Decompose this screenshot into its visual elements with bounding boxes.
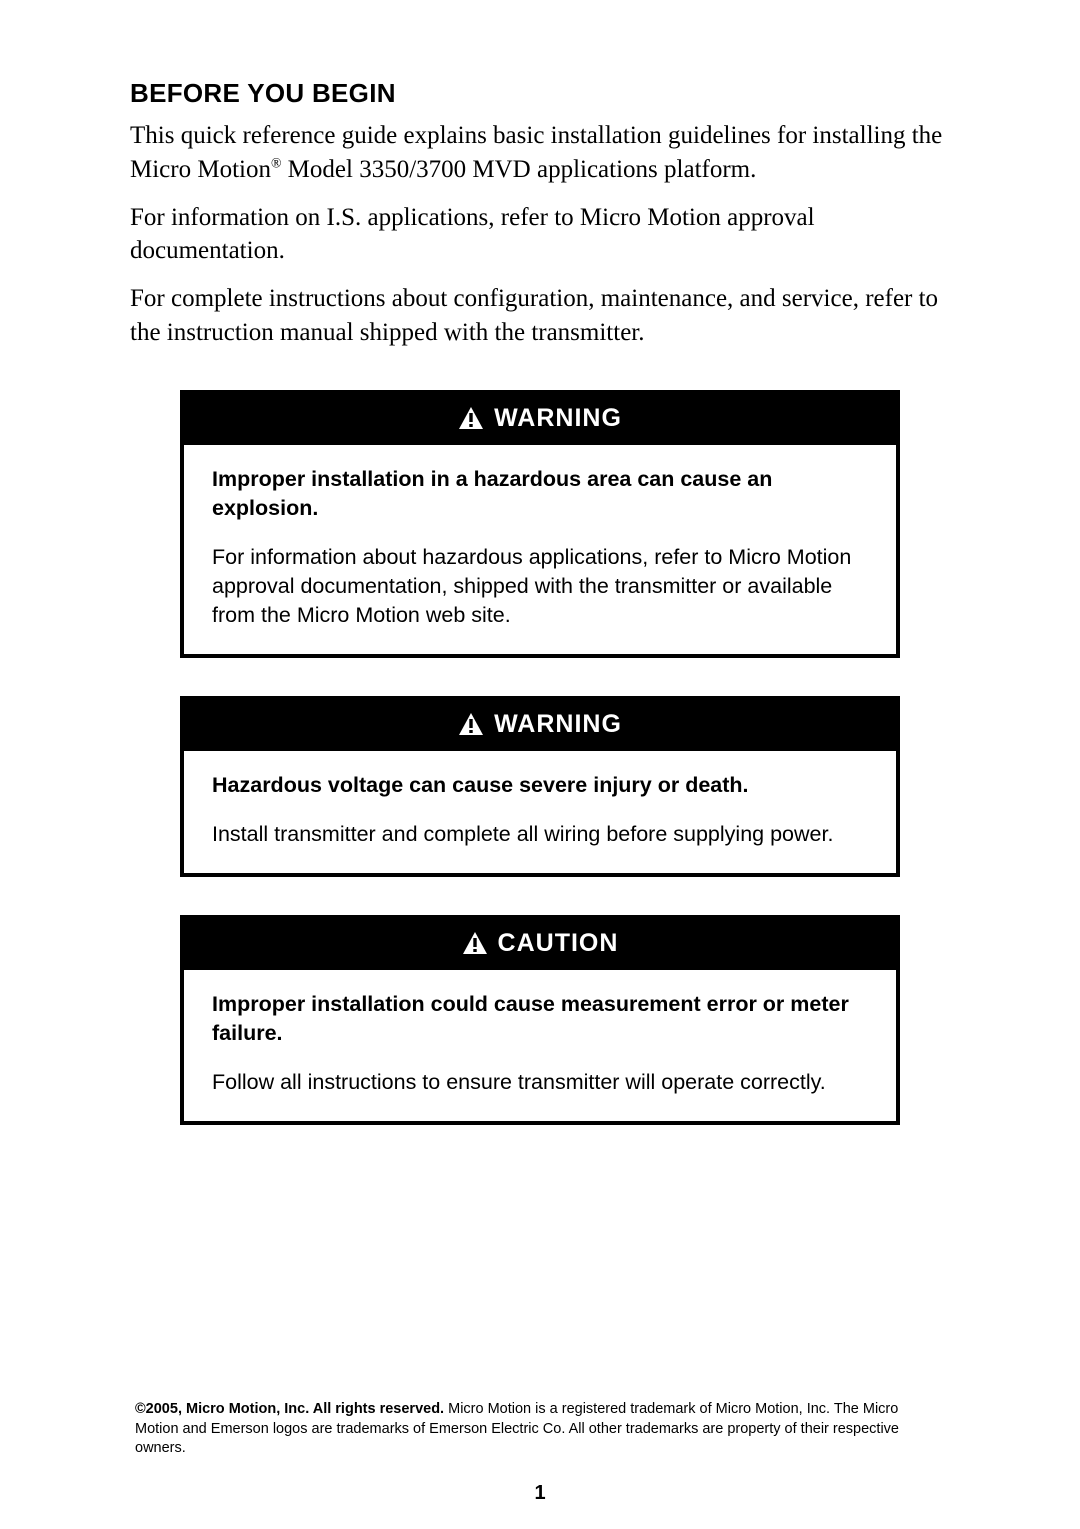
warning-box-1: WARNING Improper installation in a hazar… <box>180 390 900 658</box>
warning-box-2: WARNING Hazardous voltage can cause seve… <box>180 696 900 877</box>
warning-label: WARNING <box>494 710 622 739</box>
warning-body: Hazardous voltage can cause severe injur… <box>184 751 896 873</box>
warning-triangle-icon <box>458 406 484 430</box>
warning-body: Improper installation in a hazardous are… <box>184 445 896 654</box>
alert-boxes: WARNING Improper installation in a hazar… <box>180 390 900 1125</box>
warning-detail-text: Install transmitter and complete all wir… <box>212 820 868 849</box>
section-heading: BEFORE YOU BEGIN <box>130 78 950 109</box>
warning-bold-text: Improper installation in a hazardous are… <box>212 465 868 523</box>
intro-paragraph-3: For complete instructions about configur… <box>130 282 950 350</box>
registered-mark: ® <box>271 155 281 170</box>
caution-bold-text: Improper installation could cause measur… <box>212 990 868 1048</box>
warning-detail-text: For information about hazardous applicat… <box>212 543 868 630</box>
warning-header: WARNING <box>184 700 896 751</box>
caution-label: CAUTION <box>498 929 619 958</box>
warning-triangle-icon <box>462 931 488 955</box>
caution-header: CAUTION <box>184 919 896 970</box>
warning-bold-text: Hazardous voltage can cause severe injur… <box>212 771 868 800</box>
page-number: 1 <box>0 1482 1080 1505</box>
warning-label: WARNING <box>494 404 622 433</box>
page: BEFORE YOU BEGIN This quick reference gu… <box>0 0 1080 1529</box>
intro-paragraph-2: For information on I.S. applications, re… <box>130 201 950 269</box>
intro-p1-part-b: Model 3350/3700 MVD applications platfor… <box>281 156 756 183</box>
copyright-bold: ©2005, Micro Motion, Inc. All rights res… <box>135 1401 444 1417</box>
warning-header: WARNING <box>184 394 896 445</box>
caution-detail-text: Follow all instructions to ensure transm… <box>212 1068 868 1097</box>
caution-body: Improper installation could cause measur… <box>184 970 896 1121</box>
intro-paragraph-1: This quick reference guide explains basi… <box>130 119 950 187</box>
copyright-footer: ©2005, Micro Motion, Inc. All rights res… <box>135 1400 945 1459</box>
caution-box: CAUTION Improper installation could caus… <box>180 915 900 1125</box>
warning-triangle-icon <box>458 712 484 736</box>
